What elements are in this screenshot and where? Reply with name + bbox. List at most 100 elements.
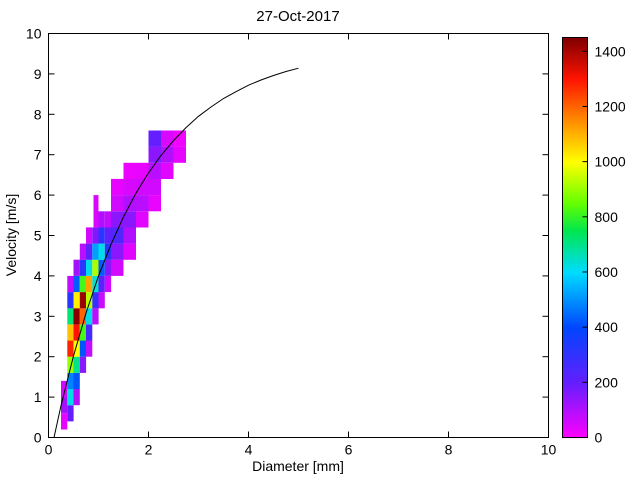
colorbar-gradient-slice	[562, 263, 588, 267]
colorbar-gradient-slice	[562, 127, 588, 131]
heatmap-cell	[111, 227, 124, 244]
heatmap-cell	[161, 146, 174, 163]
colorbar-gradient-slice	[562, 79, 588, 83]
colorbar-gradient-slice	[562, 101, 588, 105]
colorbar-gradient-slice	[562, 269, 588, 273]
colorbar-gradient-slice	[562, 199, 588, 203]
colorbar-gradient-slice	[562, 413, 588, 417]
colorbar-gradient-slice	[562, 205, 588, 209]
y-tick-label: 0	[34, 430, 42, 446]
colorbar-gradient-slice	[562, 351, 588, 355]
colorbar-gradient-slice	[562, 273, 588, 277]
colorbar-gradient-slice	[562, 65, 588, 69]
heatmap-cell	[73, 308, 80, 325]
heatmap-cell	[173, 146, 186, 163]
heatmap-cell	[73, 389, 80, 406]
colorbar-gradient-slice	[562, 215, 588, 219]
colorbar-gradient-slice	[562, 229, 588, 233]
colorbar-gradient-slice	[562, 309, 588, 313]
x-tick-label: 8	[445, 442, 453, 458]
colorbar-gradient-slice	[562, 291, 588, 295]
colorbar-gradient-slice	[562, 117, 588, 121]
colorbar-gradient-slice	[562, 121, 588, 125]
colorbar-gradient-slice	[562, 157, 588, 161]
x-axis-label: Diameter [mm]	[252, 458, 344, 474]
heatmap-cell	[67, 275, 74, 293]
colorbar-gradient-slice	[562, 81, 588, 85]
heatmap-cell	[67, 389, 74, 406]
y-tick-label: 5	[34, 228, 42, 244]
y-tick-label: 7	[34, 147, 42, 163]
heatmap-cell	[79, 340, 87, 357]
colorbar-gradient-slice	[562, 245, 588, 249]
heatmap-cell	[161, 130, 174, 147]
colorbar-gradient-slice	[562, 301, 588, 305]
heatmap-cell	[111, 178, 124, 196]
heatmap-cell	[86, 340, 93, 357]
colorbar-tick-label: 200	[595, 374, 619, 390]
colorbar-gradient-slice	[562, 195, 588, 199]
y-tick-label: 9	[34, 66, 42, 82]
colorbar-gradient-slice	[562, 287, 588, 291]
colorbar-gradient-slice	[562, 407, 588, 411]
heatmap-cell	[148, 162, 161, 179]
axes: 0 2 4 6 8 10 0 1 2 3 4 5 6 7 8 9 10	[26, 26, 557, 458]
y-tick-label: 2	[34, 349, 42, 365]
heatmap-cell	[79, 324, 87, 341]
colorbar-gradient-slice	[562, 239, 588, 243]
heatmap-cell	[104, 275, 112, 293]
heatmap-cell	[73, 356, 80, 373]
chart-title: 27-Oct-2017	[256, 8, 339, 25]
heatmap-cell	[136, 195, 149, 212]
colorbar-gradient-slice	[562, 111, 588, 115]
colorbar-gradient-slice	[562, 141, 588, 145]
heatmap-cells	[61, 130, 186, 430]
colorbar-gradient-slice	[562, 355, 588, 359]
colorbar-gradient-slice	[562, 83, 588, 87]
heatmap-cell	[61, 380, 68, 398]
colorbar-gradient-slice	[562, 105, 588, 109]
colorbar-gradient-slice	[562, 261, 588, 265]
colorbar-gradient-slice	[562, 271, 588, 275]
colorbar-gradient-slice	[562, 359, 588, 363]
y-tick-label: 1	[34, 389, 42, 405]
colorbar-gradient-slice	[562, 293, 588, 297]
heatmap-cell	[148, 195, 161, 212]
heatmap-cell	[98, 292, 105, 309]
colorbar-gradient-slice	[562, 221, 588, 225]
heatmap-cell	[79, 308, 87, 325]
colorbar-gradient-slice	[562, 75, 588, 79]
heatmap-cell	[67, 405, 74, 422]
colorbar-gradient-slice	[562, 131, 588, 135]
heatmap-cell	[73, 292, 80, 309]
colorbar-gradient-slice	[562, 265, 588, 269]
heatmap-cell	[104, 259, 112, 276]
colorbar-gradient-slice	[562, 397, 588, 401]
heatmap-cell	[93, 195, 99, 228]
heatmap-cell	[111, 259, 124, 276]
colorbar-gradient-slice	[562, 151, 588, 155]
colorbar-gradient-slice	[562, 399, 588, 403]
terminal-velocity-curve	[53, 67, 299, 438]
colorbar-gradient-slice	[562, 181, 588, 185]
y-tick-label: 10	[26, 26, 42, 42]
colorbar-gradient-slice	[562, 253, 588, 257]
heatmap-cell	[73, 324, 80, 341]
colorbar-gradient-slice	[562, 67, 588, 71]
colorbar-gradient-slice	[562, 295, 588, 299]
heatmap-cell	[86, 227, 93, 244]
colorbar-gradient-slice	[562, 51, 588, 55]
colorbar-gradient-slice	[562, 361, 588, 365]
heatmap-cell	[161, 162, 174, 179]
y-tick-label: 4	[34, 268, 42, 284]
heatmap-cell	[111, 243, 124, 260]
colorbar-gradient-slice	[562, 147, 588, 151]
colorbar-gradient-slice	[562, 223, 588, 227]
heatmap-cell	[67, 356, 74, 373]
colorbar-gradient-slice	[562, 135, 588, 139]
y-tick-label: 8	[34, 106, 42, 122]
heatmap-cell	[123, 162, 136, 179]
colorbar-gradient-slice	[562, 69, 588, 73]
colorbar-gradient-slice	[562, 119, 588, 123]
colorbar-gradient-slice	[562, 417, 588, 421]
